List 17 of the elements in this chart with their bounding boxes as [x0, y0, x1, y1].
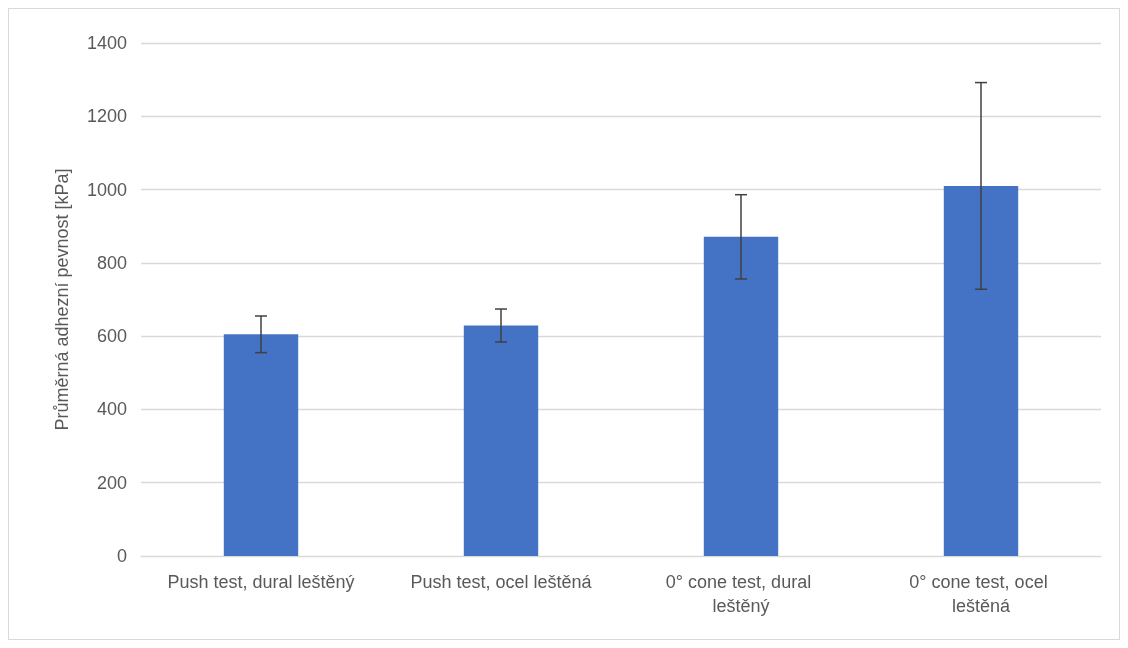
y-tick-label: 0: [116, 546, 127, 566]
x-tick-label: Push test, ocel leštěná: [410, 572, 593, 592]
x-tick-label: 0° cone test, dural leštěný: [665, 572, 817, 616]
y-tick-label: 1200: [86, 106, 127, 127]
y-tick-label: 1400: [86, 33, 127, 53]
bar: [703, 236, 779, 556]
x-tick-label: Push test, dural leštěný: [167, 572, 355, 592]
y-tick-label: 400: [96, 399, 127, 420]
y-tick-label: 600: [96, 326, 127, 347]
y-tick-label: 800: [96, 252, 127, 273]
x-tick-label: 0° cone test, ocel leštěná: [909, 572, 1053, 616]
y-tick-label: 200: [96, 472, 127, 493]
y-tick-label: 1000: [86, 179, 127, 200]
bar: [463, 325, 539, 556]
y-axis-title: Průměrná adhezní pevnost [kPa]: [52, 168, 72, 431]
bar: [223, 334, 299, 556]
bar: [943, 185, 1019, 556]
